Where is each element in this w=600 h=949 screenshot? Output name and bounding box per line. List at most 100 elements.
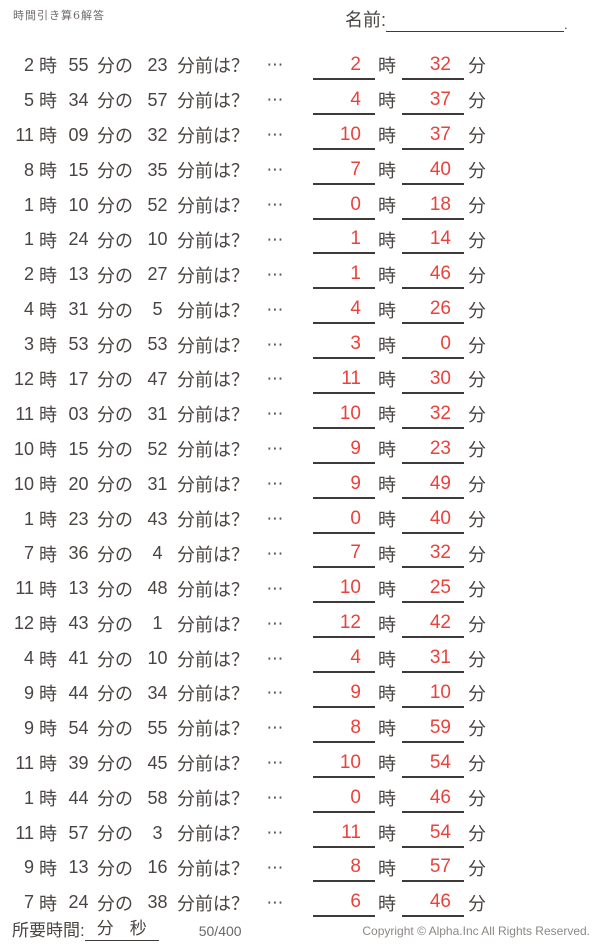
minute-unit-label: 分 (468, 544, 486, 565)
question-subtrahend: 47 (147, 368, 168, 389)
hour-unit-label: 時 (39, 893, 57, 914)
question-minute: 53 (68, 334, 89, 355)
minute-of-label: 分の (97, 161, 133, 182)
ellipsis-separator: ⋯ (266, 718, 284, 738)
page-footer: 所要時間: 分 秒 50/400 Copyright © Alpha.Inc A… (0, 915, 600, 941)
minutes-before-label: 分前は？ (177, 265, 249, 286)
answer-hour-blank: 7 (313, 539, 375, 569)
question-hour: 12 (13, 368, 34, 389)
minute-unit-label: 分 (468, 230, 486, 251)
answer-hour-blank: 3 (313, 330, 375, 360)
minute-of-label: 分の (97, 475, 133, 496)
minutes-before-label: 分前は？ (177, 196, 249, 216)
ellipsis-separator: ⋯ (266, 683, 284, 703)
minute-of-label: 分の (97, 196, 133, 216)
answer-minute-blank: 46 (402, 260, 464, 290)
minutes-before-label: 分前は？ (177, 335, 249, 356)
answer-hour-blank: 8 (313, 853, 375, 883)
answer-hour-blank: 6 (313, 888, 375, 918)
answer-minute-blank: 23 (402, 435, 464, 464)
question-minute: 13 (68, 264, 89, 285)
hour-unit-label: 時 (39, 475, 57, 496)
minute-unit-label: 分 (468, 440, 486, 461)
ellipsis-separator: ⋯ (266, 55, 284, 75)
question-minute: 36 (68, 543, 89, 564)
hour-unit-label: 時 (378, 230, 396, 251)
hour-unit-label: 時 (378, 300, 396, 321)
answer-minute-blank: 32 (402, 539, 464, 569)
minutes-before-label: 分前は？ (177, 824, 249, 845)
problem-row: 11 時 03 分の 31 分前は？ ⋯ 10 時 32 分 (0, 397, 600, 432)
problem-row: 1 時 24 分の 10 分前は？ ⋯ 1 時 14 分 (0, 222, 600, 257)
hour-unit-label: 時 (378, 126, 396, 147)
question-subtrahend: 53 (147, 334, 168, 355)
hour-unit-label: 時 (39, 126, 57, 147)
question-minute: 10 (68, 194, 89, 215)
question-hour: 11 (15, 752, 34, 773)
answer-hour-blank: 10 (313, 574, 375, 604)
question-hour: 4 (23, 299, 34, 320)
answer-hour-blank: 1 (313, 260, 375, 290)
question-subtrahend: 31 (147, 403, 168, 424)
question-minute: 03 (68, 403, 89, 424)
question-hour: 11 (15, 124, 34, 145)
minutes-before-label: 分前は？ (177, 126, 249, 147)
minute-of-label: 分の (97, 265, 133, 286)
hour-unit-label: 時 (39, 91, 57, 112)
question-subtrahend: 10 (147, 229, 168, 250)
problem-row: 11 時 09 分の 32 分前は？ ⋯ 10 時 37 分 (0, 118, 600, 153)
ellipsis-separator: ⋯ (266, 264, 284, 284)
second-unit-label: 秒 (129, 919, 147, 938)
question-subtrahend: 32 (147, 124, 168, 145)
answer-minute-blank: 14 (402, 225, 464, 255)
hour-unit-label: 時 (378, 440, 396, 461)
hour-unit-label: 時 (378, 544, 396, 565)
problem-row: 7 時 36 分の 4 分前は？ ⋯ 7 時 32 分 (0, 536, 600, 571)
minute-of-label: 分の (97, 893, 133, 914)
answer-hour-blank: 11 (313, 819, 375, 848)
question-hour: 7 (23, 543, 34, 564)
question-hour: 5 (23, 89, 34, 110)
ellipsis-separator: ⋯ (266, 578, 284, 598)
answer-hour-blank: 9 (313, 435, 375, 464)
hour-unit-label: 時 (39, 161, 57, 182)
minute-of-label: 分の (97, 614, 133, 635)
answer-minute-blank: 37 (402, 121, 464, 150)
answer-minute-blank: 42 (402, 609, 464, 639)
question-subtrahend: 23 (147, 54, 168, 75)
ellipsis-separator: ⋯ (266, 892, 284, 912)
hour-unit-label: 時 (378, 719, 396, 740)
ellipsis-separator: ⋯ (266, 613, 284, 633)
hour-unit-label: 時 (39, 370, 57, 391)
hour-unit-label: 時 (39, 649, 57, 670)
problem-row: 7 時 24 分の 38 分前は？ ⋯ 6 時 46 分 (0, 885, 600, 920)
answer-minute-blank: 25 (402, 574, 464, 604)
hour-unit-label: 時 (39, 789, 57, 810)
minute-of-label: 分の (97, 544, 133, 565)
hour-unit-label: 時 (39, 510, 57, 531)
ellipsis-separator: ⋯ (266, 160, 284, 180)
ellipsis-separator: ⋯ (266, 404, 284, 424)
minute-unit-label: 分 (468, 405, 486, 426)
question-minute: 43 (68, 613, 89, 634)
answer-minute-blank: 59 (402, 714, 464, 743)
hour-unit-label: 時 (378, 579, 396, 600)
question-hour: 3 (23, 334, 34, 355)
question-subtrahend: 31 (147, 473, 168, 494)
hour-unit-label: 時 (378, 510, 396, 531)
minute-unit-label: 分 (468, 684, 486, 705)
problem-row: 9 時 54 分の 55 分前は？ ⋯ 8 時 59 分 (0, 711, 600, 746)
minutes-before-label: 分前は？ (177, 649, 249, 670)
question-subtrahend: 10 (147, 648, 168, 669)
answer-hour-blank: 0 (313, 191, 375, 220)
question-subtrahend: 55 (147, 717, 168, 738)
question-hour: 12 (13, 613, 34, 634)
problem-row: 2 時 55 分の 23 分前は？ ⋯ 2 時 32 分 (0, 48, 600, 83)
hour-unit-label: 時 (39, 56, 57, 77)
minute-of-label: 分の (97, 440, 133, 461)
minute-unit-label: 分 (468, 300, 486, 321)
hour-unit-label: 時 (378, 858, 396, 879)
answer-minute-blank: 46 (402, 784, 464, 813)
problem-row: 9 時 44 分の 34 分前は？ ⋯ 9 時 10 分 (0, 676, 600, 711)
question-hour: 11 (15, 403, 34, 424)
